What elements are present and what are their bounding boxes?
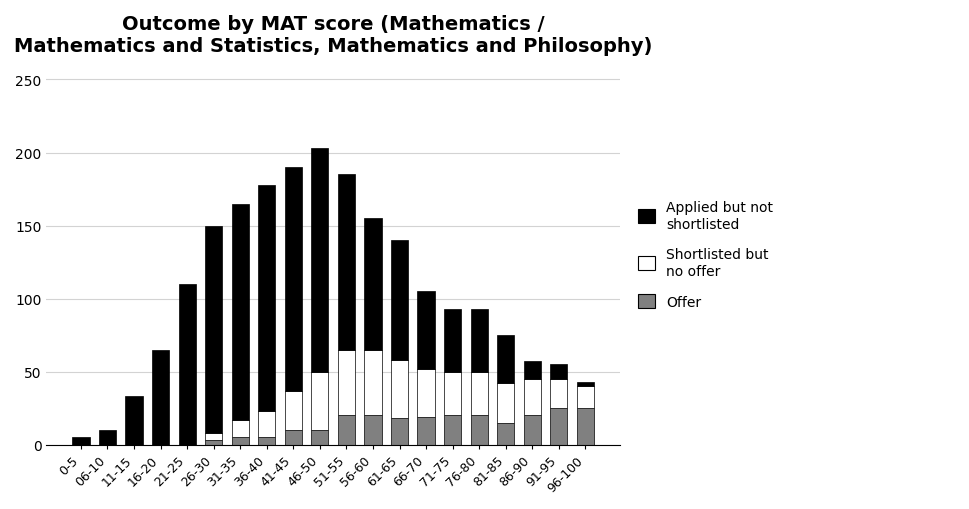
Bar: [311, 149, 328, 372]
Bar: [470, 309, 487, 372]
Bar: [496, 423, 514, 445]
Bar: [232, 204, 249, 420]
Bar: [549, 408, 567, 445]
Bar: [337, 350, 355, 415]
Bar: [311, 372, 328, 430]
Legend: Applied but not
shortlisted, Shortlisted but
no offer, Offer: Applied but not shortlisted, Shortlisted…: [632, 195, 778, 315]
Bar: [99, 430, 116, 445]
Bar: [417, 417, 434, 445]
Bar: [204, 433, 222, 440]
Bar: [549, 364, 567, 379]
Bar: [417, 292, 434, 369]
Bar: [258, 411, 275, 437]
Bar: [496, 383, 514, 423]
Bar: [577, 382, 593, 386]
Bar: [444, 415, 460, 445]
Bar: [364, 415, 381, 445]
Bar: [258, 437, 275, 445]
Bar: [417, 369, 434, 417]
Bar: [364, 350, 381, 415]
Bar: [311, 430, 328, 445]
Bar: [364, 219, 381, 350]
Bar: [284, 168, 301, 391]
Bar: [470, 372, 487, 415]
Bar: [444, 309, 460, 372]
Bar: [470, 415, 487, 445]
Bar: [391, 241, 408, 360]
Bar: [549, 379, 567, 408]
Bar: [337, 175, 355, 350]
Bar: [523, 379, 541, 415]
Bar: [125, 397, 142, 445]
Bar: [284, 430, 301, 445]
Bar: [337, 415, 355, 445]
Bar: [523, 361, 541, 379]
Bar: [178, 285, 196, 445]
Bar: [284, 391, 301, 430]
Bar: [577, 408, 593, 445]
Bar: [232, 420, 249, 437]
Bar: [204, 226, 222, 433]
Bar: [391, 418, 408, 445]
Bar: [391, 360, 408, 418]
Bar: [73, 437, 89, 445]
Bar: [577, 386, 593, 408]
Bar: [523, 415, 541, 445]
Bar: [258, 185, 275, 411]
Bar: [496, 335, 514, 383]
Title: Outcome by MAT score (Mathematics /
Mathematics and Statistics, Mathematics and : Outcome by MAT score (Mathematics / Math…: [14, 15, 652, 56]
Bar: [152, 350, 169, 445]
Bar: [232, 437, 249, 445]
Bar: [444, 372, 460, 415]
Bar: [204, 440, 222, 445]
